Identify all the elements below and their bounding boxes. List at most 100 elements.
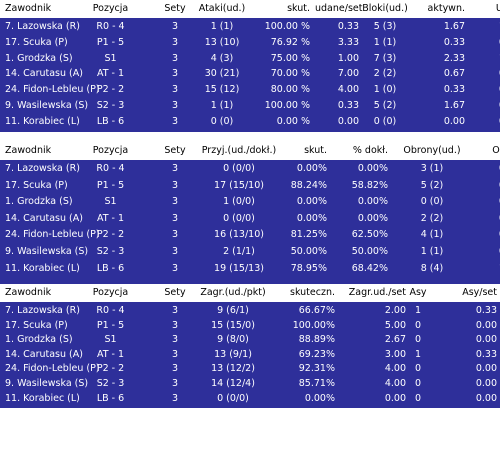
player-name-cell: 9. Wasilewska (S) (5, 246, 89, 257)
table-cell: 0 (0) (420, 196, 444, 208)
table-cell: 3 (171, 100, 179, 111)
column-header[interactable]: Zawodnik (5, 3, 52, 14)
column-header[interactable]: Przyj.(ud./dokł.) (201, 145, 277, 156)
table-cell: 1 (414, 348, 422, 360)
column-header[interactable]: Asy (409, 287, 427, 298)
table-cell: 17 (15/10) (214, 179, 264, 191)
table-cell: 69.23% (298, 348, 335, 360)
table-row[interactable]: 7. Lazowska (R) R0 - 4 3 9 (6/1) 66.67% 2.00 1… (0, 304, 500, 320)
column-header[interactable]: Zagr.(ud./pkt) (200, 287, 266, 298)
column-header[interactable]: Sety (164, 3, 186, 14)
column-header[interactable]: Zawodnik (5, 145, 52, 156)
table-row[interactable]: 17. Scuka (P) P1 - 5 3 15 (15/0) 100.00% 5.00… (0, 319, 500, 335)
table-cell: 5 (2) (420, 179, 444, 191)
column-header[interactable]: skuteczn. (290, 287, 335, 298)
table-cell: S2 - 3 (96, 100, 125, 111)
table-cell: 3 (171, 305, 179, 316)
table-cell: 100.00 % (264, 21, 310, 32)
table-cell: P2 - 2 (96, 229, 125, 241)
column-header[interactable]: Obrony(ud.) (403, 145, 461, 156)
table-cell: R0 - 4 (96, 163, 125, 174)
player-name-cell: 17. Scuka (P) (5, 179, 68, 191)
table-cell: 15 (12) (204, 84, 240, 96)
table-cell: 3 (171, 115, 179, 127)
table-cell: 0.33 (466, 163, 500, 174)
table-cell: 5.00 (384, 319, 406, 331)
table-cell: 5 (2) (373, 100, 397, 111)
table-cell: 3 (171, 21, 179, 32)
table-cell: 0.33 (443, 84, 465, 96)
table-row[interactable]: 24. Fidon-Lebleu (P) P2 - 2 3 16 (13/10) 81.… (0, 228, 500, 244)
table-cell: P1 - 5 (96, 179, 125, 191)
player-name-cell: 24. Fidon-Lebleu (P) (5, 229, 100, 241)
table-cell: 0.00 % (276, 115, 310, 127)
player-name-cell: 14. Carutasu (A) (5, 348, 83, 360)
column-header[interactable]: Zawodnik (5, 287, 52, 298)
column-header[interactable]: Obr./s (492, 145, 500, 156)
table-row[interactable]: 7. Lazowska (R) R0 - 4 3 1 (1) 100.00 % 0.33 5… (0, 20, 500, 36)
column-header[interactable]: Bloki(ud.) (362, 3, 408, 14)
table-row[interactable]: 11. Korabiec (L) LB - 6 3 0 (0/0) 0.00% 0.00 0… (0, 392, 500, 408)
table-cell: 0.33 (475, 348, 497, 360)
table-cell: 30 (21) (204, 68, 240, 80)
table-row[interactable]: 17. Scuka (P) P1 - 5 3 17 (15/10) 88.24% 58.8… (0, 179, 500, 195)
attack-header-row: Zawodnik Pozycja Sety Ataki(ud.) skut. udane/… (0, 0, 500, 18)
table-cell: 50.00% (351, 246, 388, 257)
table-row[interactable]: 24. Fidon-Lebleu (P) P2 - 2 3 13 (12/2) 92.3… (0, 362, 500, 378)
column-header[interactable]: Pozycja (92, 287, 129, 298)
table-row[interactable]: 9. Wasilewska (S) S2 - 3 3 14 (12/4) 85.71% 4… (0, 377, 500, 393)
table-cell: 70.00 % (270, 68, 310, 80)
column-header[interactable]: aktywn. (427, 3, 465, 14)
table-cell: 2.33 (443, 52, 465, 64)
column-header[interactable]: Ataki(ud.) (198, 3, 246, 14)
table-cell: 3 (1) (420, 163, 444, 174)
table-row[interactable]: 11. Korabiec (L) LB - 6 3 19 (15/13) 78.95% 6… (0, 262, 500, 278)
table-cell: 0.67 (466, 213, 500, 224)
table-row[interactable]: 14. Carutasu (A) AT - 1 3 30 (21) 70.00 % 7.0… (0, 67, 500, 83)
column-header[interactable]: Asy/set (462, 287, 497, 298)
table-cell: 4.00 (384, 363, 406, 375)
table-cell: AT - 1 (96, 68, 125, 80)
table-cell: 3 (171, 348, 179, 360)
table-cell: 1 (414, 305, 422, 316)
column-header[interactable]: udane/set (315, 3, 363, 14)
column-header[interactable]: Zagr.ud./set (348, 287, 406, 298)
column-header[interactable]: Pozycja (92, 3, 129, 14)
column-header[interactable]: skut. (304, 145, 327, 156)
table-cell: 1 (0/0) (223, 196, 255, 208)
table-cell: S2 - 3 (96, 378, 125, 389)
table-cell: 1 (1) (210, 100, 234, 111)
table-cell: 3 (171, 246, 179, 257)
table-cell: 2 (2) (373, 68, 397, 80)
table-cell: 1.67 (443, 21, 465, 32)
column-header[interactable]: Sety (164, 287, 186, 298)
table-row[interactable]: 17. Scuka (P) P1 - 5 3 13 (10) 76.92 % 3.33 1 … (0, 36, 500, 52)
table-row[interactable]: 24. Fidon-Lebleu (P) P2 - 2 3 15 (12) 80.00 … (0, 83, 500, 99)
table-row[interactable]: 9. Wasilewska (S) S2 - 3 3 2 (1/1) 50.00% 50.… (0, 245, 500, 261)
player-name-cell: 11. Korabiec (L) (5, 262, 80, 274)
column-header[interactable]: Ud./s (495, 3, 500, 14)
table-row[interactable]: 7. Lazowska (R) R0 - 4 3 0 (0/0) 0.00% 0.00% 3… (0, 162, 500, 178)
table-row[interactable]: 11. Korabiec (L) LB - 6 3 0 (0) 0.00 % 0.00 0 … (0, 115, 500, 131)
table-cell: 0 (0) (210, 115, 234, 127)
column-header[interactable]: Pozycja (92, 145, 129, 156)
table-row[interactable]: 9. Wasilewska (S) S2 - 3 3 1 (1) 100.00 % 0.3… (0, 99, 500, 115)
table-row[interactable]: 1. Grodzka (S) S1 3 1 (0/0) 0.00% 0.00% 0 (0) 0… (0, 195, 500, 211)
column-header[interactable]: skut. (287, 3, 310, 14)
table-row[interactable]: 1. Grodzka (S) S1 3 4 (3) 75.00 % 1.00 7 (3) 2.… (0, 52, 500, 68)
player-name-cell: 7. Lazowska (R) (5, 21, 80, 32)
table-cell: 0 (0) (373, 115, 397, 127)
table-row[interactable]: 14. Carutasu (A) AT - 1 3 13 (9/1) 69.23% 3.0… (0, 348, 500, 364)
player-name-cell: 7. Lazowska (R) (5, 163, 80, 174)
table-row[interactable]: 14. Carutasu (A) AT - 1 3 0 (0/0) 0.00% 0.00%… (0, 212, 500, 228)
table-cell: 0.00 (470, 116, 500, 127)
table-row[interactable]: 1. Grodzka (S) S1 3 9 (8/0) 88.89% 2.67 0 0.00 (0, 333, 500, 349)
table-cell: 1 (0) (373, 84, 397, 96)
column-header[interactable]: Sety (164, 145, 186, 156)
column-header[interactable]: % dokł. (352, 145, 388, 156)
table-cell: 62.50% (351, 229, 388, 241)
table-cell: S1 (104, 196, 117, 208)
table-cell: 0.33 (466, 246, 500, 257)
table-cell: 3 (171, 163, 179, 174)
attack-stats-table: Zawodnik Pozycja Sety Ataki(ud.) skut. udane/… (0, 0, 500, 132)
